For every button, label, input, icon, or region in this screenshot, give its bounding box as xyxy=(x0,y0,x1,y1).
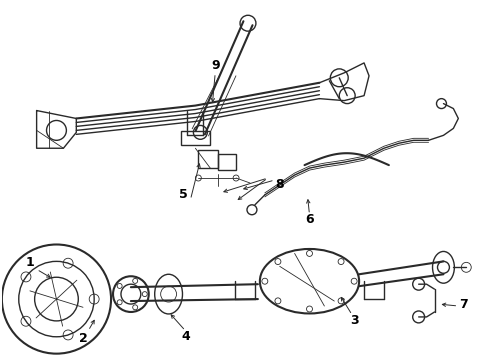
Text: 9: 9 xyxy=(211,59,220,72)
Text: 7: 7 xyxy=(459,297,467,311)
Text: 4: 4 xyxy=(181,330,190,343)
Text: 3: 3 xyxy=(350,314,359,327)
Text: 5: 5 xyxy=(179,188,188,201)
Text: 8: 8 xyxy=(275,179,284,192)
Text: 1: 1 xyxy=(25,256,34,269)
Text: 2: 2 xyxy=(79,332,88,345)
Text: 6: 6 xyxy=(305,213,314,226)
